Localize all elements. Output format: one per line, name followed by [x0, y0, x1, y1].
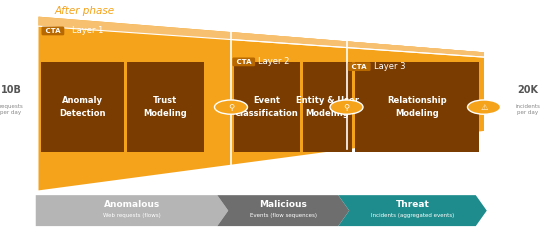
Text: Layer 1: Layer 1	[72, 26, 103, 35]
Text: Threat: Threat	[395, 200, 430, 209]
Text: Entity & User
Modeling: Entity & User Modeling	[296, 96, 359, 118]
Circle shape	[468, 100, 500, 114]
Text: Anomalous: Anomalous	[104, 200, 160, 209]
Text: Trust
Modeling: Trust Modeling	[143, 96, 187, 118]
Text: Event
Classification: Event Classification	[235, 96, 299, 118]
Text: After phase: After phase	[55, 6, 115, 16]
Bar	[41, 62, 124, 152]
Text: ⚲: ⚲	[343, 103, 350, 112]
Text: 20K: 20K	[518, 85, 538, 95]
Text: Relationship
Modeling: Relationship Modeling	[387, 96, 447, 118]
Text: 10B: 10B	[1, 85, 21, 95]
Text: CTA: CTA	[43, 28, 63, 34]
Text: Web requests (flows): Web requests (flows)	[103, 213, 161, 218]
Bar	[355, 62, 478, 152]
Circle shape	[214, 100, 248, 114]
Bar	[302, 62, 352, 152]
Text: Layer 2: Layer 2	[258, 57, 290, 66]
Polygon shape	[39, 17, 484, 57]
Text: requests
per day: requests per day	[0, 104, 23, 115]
Polygon shape	[346, 41, 484, 57]
Text: CTA: CTA	[234, 59, 254, 65]
Polygon shape	[338, 195, 487, 226]
Bar	[234, 62, 300, 152]
Text: Incidents (aggregated events): Incidents (aggregated events)	[371, 213, 454, 218]
Text: incidents
per day: incidents per day	[515, 104, 541, 115]
Text: CTA: CTA	[349, 64, 369, 70]
Text: Events (flow sequences): Events (flow sequences)	[250, 213, 317, 218]
Bar	[126, 62, 204, 152]
Text: ⚲: ⚲	[228, 103, 234, 112]
Polygon shape	[231, 32, 484, 57]
Polygon shape	[39, 17, 484, 190]
Text: Malicious: Malicious	[259, 200, 307, 209]
Text: Layer 3: Layer 3	[374, 62, 405, 71]
Text: ⚠: ⚠	[480, 103, 488, 112]
Text: Anomaly
Detection: Anomaly Detection	[59, 96, 106, 118]
Circle shape	[330, 100, 363, 114]
Polygon shape	[36, 195, 228, 226]
Polygon shape	[217, 195, 349, 226]
